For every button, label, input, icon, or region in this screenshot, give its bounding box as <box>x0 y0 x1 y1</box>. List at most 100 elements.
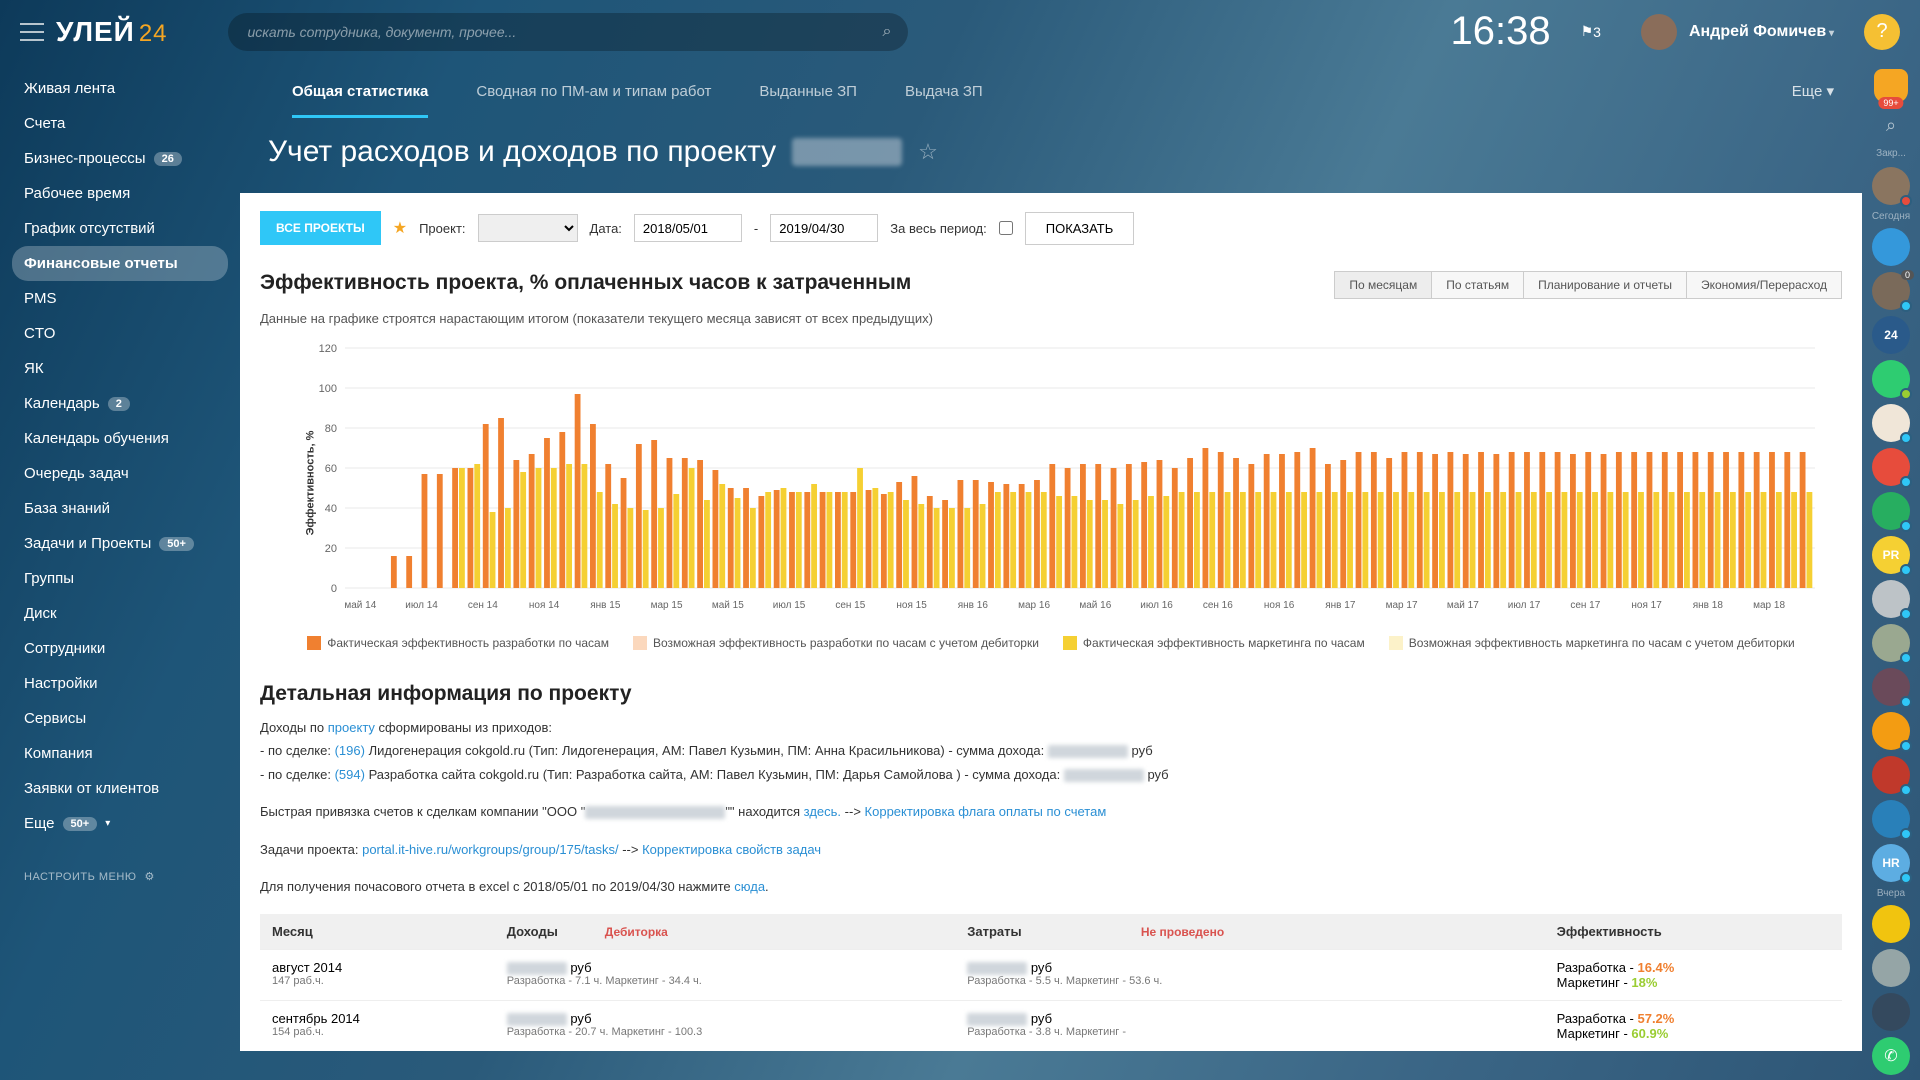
here-link[interactable]: здесь. <box>804 804 841 819</box>
search-icon[interactable]: ⌕ <box>883 23 892 41</box>
logo[interactable]: УЛЕЙ24 <box>56 16 168 48</box>
nav-more[interactable]: Еще 50+ <box>0 806 240 841</box>
user-menu[interactable]: Андрей Фомичев <box>1641 14 1834 50</box>
rail-label-closed: Закр... <box>1876 148 1906 159</box>
chart-title: Эффективность проекта, % оплаченных часо… <box>260 271 911 295</box>
svg-text:20: 20 <box>325 543 337 555</box>
rail-avatar[interactable] <box>1872 580 1910 618</box>
nav-item[interactable]: Сервисы <box>0 701 240 736</box>
rail-avatar[interactable] <box>1872 800 1910 838</box>
correction-link[interactable]: Корректировка флага оплаты по счетам <box>865 804 1107 819</box>
project-link[interactable]: проекту <box>328 720 375 735</box>
page-title: Учет расходов и доходов по проекту <box>268 135 776 169</box>
detail-table: Месяц Доходы Дебиторка Затраты Не провед… <box>260 914 1842 1051</box>
tab[interactable]: Выданные ЗП <box>735 65 881 118</box>
nav-item[interactable]: Группы <box>0 561 240 596</box>
th-eff: Эффективность <box>1545 914 1842 950</box>
nav-item[interactable]: Календарь обучения <box>0 421 240 456</box>
date-from-input[interactable] <box>634 214 742 242</box>
rail-avatar[interactable]: PR <box>1872 536 1910 574</box>
favorite-star-icon[interactable]: ☆ <box>918 139 938 165</box>
nav-item[interactable]: Календарь2 <box>0 386 240 421</box>
rail-avatar[interactable] <box>1872 360 1910 398</box>
rail-search-icon[interactable]: ⌕ <box>1886 115 1896 136</box>
nav-item[interactable]: Рабочее время <box>0 176 240 211</box>
nav-item[interactable]: Заявки от клиентов <box>0 771 240 806</box>
tab-more[interactable]: Еще ▾ <box>1792 82 1834 100</box>
view-tab[interactable]: Экономия/Перерасход <box>1687 272 1841 298</box>
nav-item[interactable]: База знаний <box>0 491 240 526</box>
tab[interactable]: Выдача ЗП <box>881 65 1007 118</box>
menu-toggle[interactable] <box>20 23 44 41</box>
rail-avatar[interactable] <box>1872 404 1910 442</box>
date-to-input[interactable] <box>770 214 878 242</box>
nav-item[interactable]: Диск <box>0 596 240 631</box>
chart-ylabel: Эффективность, % <box>304 431 316 536</box>
all-period-label: За весь период: <box>890 221 986 236</box>
amount-blur <box>1048 745 1128 758</box>
tab[interactable]: Сводная по ПМ-ам и типам работ <box>452 65 735 118</box>
nav-item[interactable]: Сотрудники <box>0 631 240 666</box>
rail-avatar[interactable] <box>1872 624 1910 662</box>
svg-text:сен 17: сен 17 <box>1570 600 1600 611</box>
nav-item[interactable]: Компания <box>0 736 240 771</box>
right-rail: ⌕ Закр... Сегодня024PRHRВчера✆ <box>1862 63 1920 1080</box>
svg-text:сен 14: сен 14 <box>468 600 498 611</box>
nav-settings[interactable]: НАСТРОИТЬ МЕНЮ ⚙ <box>0 861 240 892</box>
rail-avatar[interactable] <box>1872 905 1910 943</box>
help-button[interactable]: ? <box>1864 14 1900 50</box>
all-projects-button[interactable]: ВСЕ ПРОЕКТЫ <box>260 211 381 245</box>
rail-avatar[interactable] <box>1872 228 1910 266</box>
view-tab[interactable]: По статьям <box>1432 272 1524 298</box>
view-tab[interactable]: Планирование и отчеты <box>1524 272 1687 298</box>
rail-avatar[interactable] <box>1872 492 1910 530</box>
rail-avatar[interactable] <box>1872 993 1910 1031</box>
svg-text:янв 15: янв 15 <box>590 600 621 611</box>
rail-avatar[interactable] <box>1872 167 1910 205</box>
search-input[interactable] <box>228 13 908 51</box>
legend-item: Фактическая эффективность разработки по … <box>307 636 609 650</box>
nav-item[interactable]: Счета <box>0 106 240 141</box>
rail-avatar[interactable] <box>1872 712 1910 750</box>
chart-subtitle: Данные на графике строятся нарастающим и… <box>240 307 1862 338</box>
nav-item[interactable]: Настройки <box>0 666 240 701</box>
nav-item[interactable]: Задачи и Проекты50+ <box>0 526 240 561</box>
nav-item[interactable]: Бизнес-процессы26 <box>0 141 240 176</box>
amount-blur <box>1064 769 1144 782</box>
tasks-url-link[interactable]: portal.it-hive.ru/workgroups/group/175/t… <box>362 842 619 857</box>
tab[interactable]: Общая статистика <box>268 65 452 118</box>
clock: 16:38 <box>1450 9 1550 54</box>
svg-text:ноя 14: ноя 14 <box>529 600 560 611</box>
rail-avatar[interactable]: 24 <box>1872 316 1910 354</box>
date-label: Дата: <box>590 221 622 236</box>
show-button[interactable]: ПОКАЗАТЬ <box>1025 212 1135 245</box>
rail-avatar[interactable] <box>1872 448 1910 486</box>
nav-item[interactable]: Живая лента <box>0 71 240 106</box>
nav-item[interactable]: CTO <box>0 316 240 351</box>
nav-item[interactable]: Очередь задач <box>0 456 240 491</box>
call-button[interactable]: ✆ <box>1872 1037 1910 1075</box>
deal-link-196[interactable]: (196) <box>335 743 365 758</box>
project-select[interactable] <box>478 214 578 242</box>
nav-item[interactable]: Финансовые отчеты <box>12 246 228 281</box>
rail-avatar[interactable] <box>1872 756 1910 794</box>
legend-item: Возможная эффективность маркетинга по ча… <box>1389 636 1795 650</box>
notifications-bell[interactable] <box>1874 69 1908 103</box>
company-blur <box>585 806 725 819</box>
rail-avatar[interactable] <box>1872 668 1910 706</box>
excel-link[interactable]: сюда <box>734 879 765 894</box>
view-tab[interactable]: По месяцам <box>1335 272 1432 298</box>
all-period-checkbox[interactable] <box>999 221 1013 235</box>
tasks-correction-link[interactable]: Корректировка свойств задач <box>642 842 821 857</box>
deal-link-594[interactable]: (594) <box>335 767 365 782</box>
rail-avatar[interactable] <box>1872 949 1910 987</box>
nav-item[interactable]: ЯК <box>0 351 240 386</box>
svg-text:мар 16: мар 16 <box>1018 600 1050 611</box>
rail-avatar[interactable]: 0 <box>1872 272 1910 310</box>
svg-text:янв 16: янв 16 <box>958 600 989 611</box>
rail-avatar[interactable]: HR <box>1872 844 1910 882</box>
nav-item[interactable]: PMS <box>0 281 240 316</box>
flag-badge[interactable]: ⚑ 3 <box>1581 23 1601 40</box>
detail-heading: Детальная информация по проекту <box>240 670 1862 716</box>
nav-item[interactable]: График отсутствий <box>0 211 240 246</box>
